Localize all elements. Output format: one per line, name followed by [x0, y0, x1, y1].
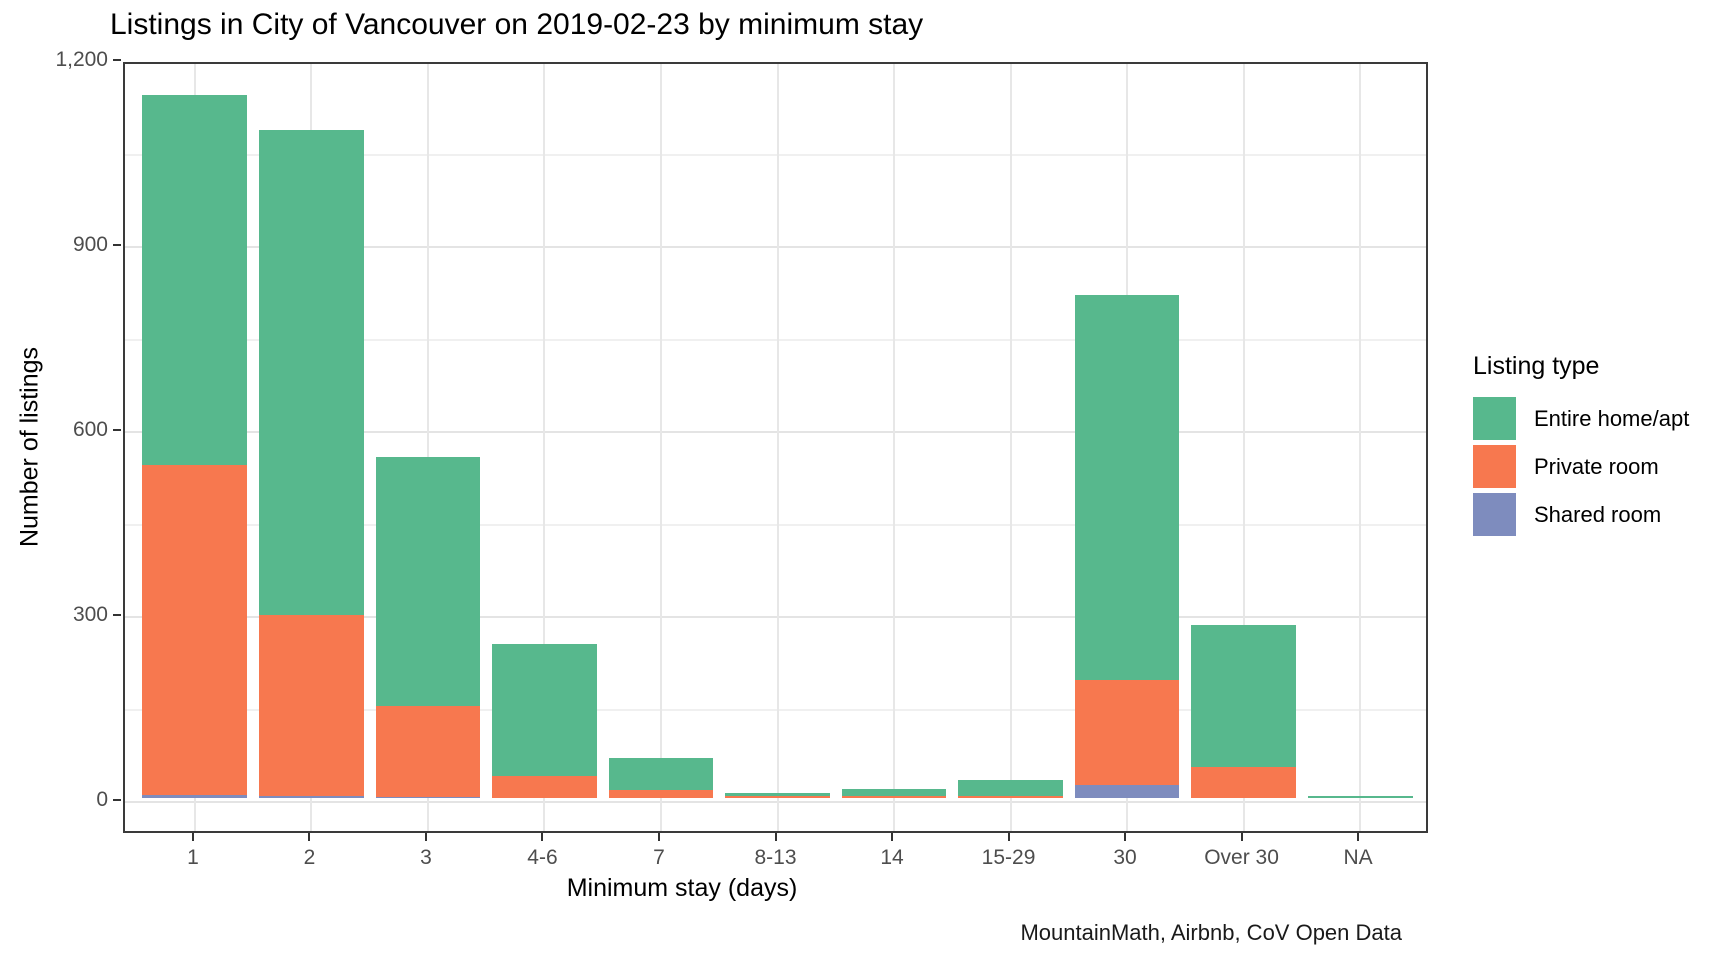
gridline-major: [125, 246, 1426, 248]
gridline-vertical: [659, 64, 662, 831]
x-tick: [424, 833, 427, 841]
bar-segment-shared-room: [258, 796, 364, 798]
legend-item: Shared room: [1473, 493, 1689, 536]
y-axis-title: Number of listings: [15, 346, 44, 548]
bar-segment-entire-home-apt: [608, 757, 714, 790]
gridline-vertical: [893, 64, 896, 831]
bar-segment-entire-home-apt: [958, 779, 1063, 796]
legend-items: Entire home/apt Private room Shared room: [1473, 397, 1689, 536]
bar-segment-shared-room: [1074, 785, 1180, 798]
legend: Listing type Entire home/apt Private room…: [1473, 352, 1689, 541]
legend-swatch: [1473, 445, 1516, 488]
gridline-vertical: [1359, 64, 1362, 831]
legend-item: Private room: [1473, 445, 1689, 488]
gridline-vertical: [543, 64, 546, 831]
x-axis-title: Minimum stay (days): [566, 874, 798, 902]
bar-segment-private-room: [725, 796, 830, 798]
bar-segment-entire-home-apt: [841, 788, 947, 797]
x-tick-label: 2: [303, 846, 316, 869]
bar-segment-private-room: [958, 795, 1063, 798]
gridline-vertical: [776, 64, 779, 831]
legend-swatch: [1473, 397, 1516, 440]
y-tick-label: 300: [72, 603, 108, 626]
x-tick: [1124, 833, 1127, 841]
bar-segment-private-room: [258, 615, 364, 797]
gridline-major: [125, 616, 1426, 618]
x-tick: [308, 833, 311, 841]
gridline-minor: [125, 338, 1426, 341]
bar-segment-entire-home-apt: [1307, 795, 1413, 798]
bar-segment-shared-room: [142, 794, 248, 798]
legend-item-label: Shared room: [1534, 501, 1662, 527]
gridline-vertical: [1009, 64, 1012, 831]
bar-segment-shared-room: [375, 796, 481, 798]
x-tick-label: 7: [653, 846, 665, 869]
gridline-major: [125, 431, 1426, 433]
gridline-major: [125, 62, 1426, 63]
legend-item-label: Private room: [1534, 453, 1659, 479]
gridline-major: [125, 801, 1426, 803]
x-tick-label: 15-29: [981, 846, 1036, 869]
x-tick: [891, 833, 894, 841]
y-tick: [113, 244, 121, 246]
x-tick: [1007, 833, 1010, 841]
legend-item: Entire home/apt: [1473, 397, 1689, 440]
bar-segment-private-room: [142, 465, 248, 795]
gridline-minor: [125, 523, 1426, 526]
y-tick-label: 0: [96, 788, 108, 811]
y-tick: [113, 614, 121, 616]
y-tick-label: 600: [72, 418, 108, 441]
x-tick-label: 14: [880, 846, 904, 869]
bar-segment-private-room: [1074, 679, 1180, 786]
x-tick-label: 3: [420, 846, 432, 869]
chart-title: Listings in City of Vancouver on 2019-02…: [110, 8, 924, 41]
bar-segment-private-room: [492, 775, 597, 798]
bar-segment-entire-home-apt: [725, 793, 830, 797]
gridline-vertical: [1242, 64, 1245, 831]
x-tick-label: 4-6: [527, 846, 558, 869]
bar-segment-entire-home-apt: [1074, 295, 1180, 680]
x-tick: [1240, 833, 1243, 841]
bar-segment-entire-home-apt: [258, 129, 364, 616]
y-tick: [113, 799, 121, 801]
gridline-vertical: [426, 64, 429, 831]
legend-title: Listing type: [1473, 352, 1600, 380]
bar-segment-entire-home-apt: [492, 643, 597, 776]
bar-segment-entire-home-apt: [142, 95, 248, 465]
x-tick-label: 8-13: [754, 846, 797, 869]
x-tick: [657, 833, 660, 841]
gridline-minor: [125, 708, 1426, 711]
bar-segment-private-room: [375, 705, 481, 797]
y-tick: [113, 59, 121, 61]
x-tick: [774, 833, 777, 841]
caption: MountainMath, Airbnb, CoV Open Data: [1020, 920, 1402, 945]
x-tick: [541, 833, 544, 841]
bar-segment-private-room: [1191, 766, 1296, 798]
legend-swatch: [1473, 493, 1516, 536]
bar-segment-private-room: [608, 789, 714, 798]
x-tick: [1357, 833, 1360, 841]
x-tick: [191, 833, 194, 841]
y-tick: [113, 429, 121, 431]
legend-item-label: Entire home/apt: [1534, 405, 1690, 431]
y-tick-label: 900: [72, 233, 108, 256]
bar-segment-entire-home-apt: [375, 456, 481, 706]
x-tick-label: Over 30: [1204, 846, 1279, 869]
bar-segment-private-room: [841, 796, 947, 798]
x-tick-label: 1: [187, 846, 199, 869]
gridline-minor: [125, 153, 1426, 156]
x-tick-label: NA: [1343, 846, 1373, 869]
bar-segment-entire-home-apt: [1191, 624, 1296, 767]
x-tick-label: 30: [1113, 846, 1137, 869]
plot-panel: [123, 62, 1428, 833]
y-tick-label: 1,200: [55, 48, 108, 71]
